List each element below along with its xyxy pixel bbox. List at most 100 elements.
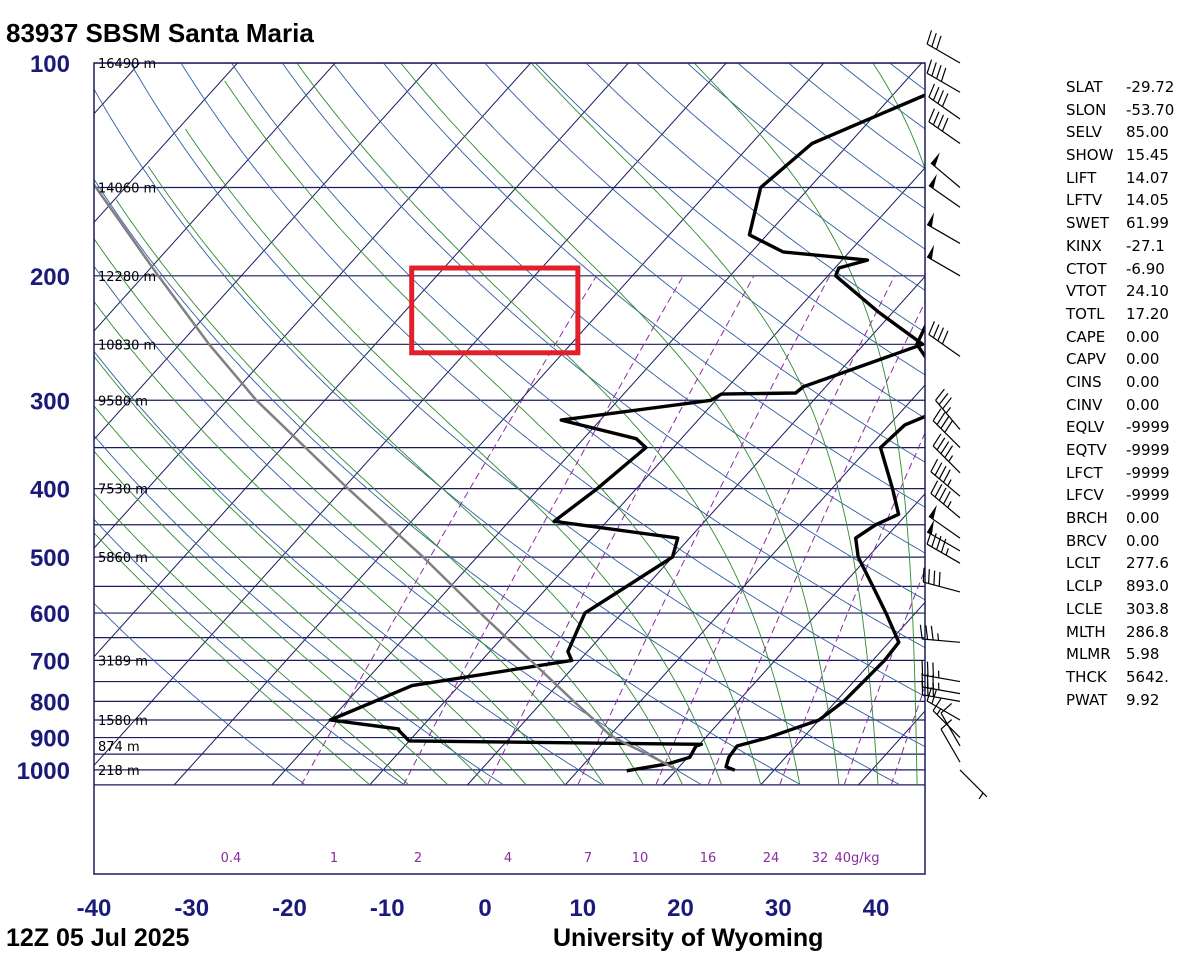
index-row-cins: CINS 0.00 (1066, 371, 1174, 394)
index-row-selv: SELV 85.00 (1066, 121, 1174, 144)
temperature-profile (724, 323, 925, 772)
index-name: BRCH (1066, 509, 1108, 528)
index-value: -6.90 (1126, 259, 1165, 278)
pressure-label-1000: 1000 (17, 758, 70, 785)
index-value: 0.00 (1126, 509, 1160, 528)
height-label: 9580 m (98, 394, 148, 409)
pressure-label-500: 500 (30, 545, 70, 572)
index-value: -27.1 (1126, 236, 1165, 255)
index-name: LIFT (1066, 168, 1097, 187)
mixing-ratio-label: 2 (414, 851, 422, 866)
index-name: MLTH (1066, 622, 1106, 641)
wind-barb (928, 174, 961, 208)
moist-adiabat (224, 80, 762, 786)
index-value: -9999 (1126, 486, 1170, 505)
index-row-eqtv: EQTV -9999 (1066, 439, 1174, 462)
index-value: 0.00 (1126, 327, 1160, 346)
index-row-lftv: LFTV 14.05 (1066, 189, 1174, 212)
isotherm--100 (94, 63, 238, 224)
station-title: 83937 SBSM Santa Maria (6, 18, 314, 48)
index-row-brch: BRCH 0.00 (1066, 507, 1174, 530)
index-name: SHOW (1066, 146, 1114, 165)
dry-adiabat (281, 63, 925, 601)
index-value: 277.6 (1126, 554, 1169, 573)
index-row-capv: CAPV 0.00 (1066, 348, 1174, 371)
index-name: LFCV (1066, 486, 1104, 505)
wind-barb (926, 212, 961, 244)
isotherm--40 (173, 63, 825, 786)
pressure-label-300: 300 (30, 388, 70, 415)
index-row-pwat: PWAT 9.92 (1066, 689, 1174, 712)
wind-barb (921, 660, 961, 683)
index-row-thck: THCK 5642. (1066, 666, 1174, 689)
dry-adiabat (94, 602, 306, 786)
pressure-label-800: 800 (30, 689, 70, 716)
height-label: 5860 m (98, 551, 148, 566)
isotherm--30 (271, 63, 923, 786)
dry-adiabat (94, 518, 405, 786)
moist-adiabat (94, 450, 449, 786)
dry-adiabat (231, 63, 925, 649)
index-value: 15.45 (1126, 146, 1169, 165)
index-row-lcle: LCLE 303.8 (1066, 598, 1174, 621)
wind-barb (926, 59, 961, 93)
mixing-ratio-line (779, 431, 925, 786)
dry-adiabat (180, 63, 925, 698)
index-value: 9.92 (1126, 690, 1160, 709)
index-name: CINV (1066, 395, 1103, 414)
parcel-profile (94, 182, 678, 771)
wind-barb (928, 504, 961, 539)
index-row-totl: TOTL 17.20 (1066, 303, 1174, 326)
index-name: SLAT (1066, 78, 1103, 96)
height-label: 874 m (98, 740, 140, 755)
index-value: 0.00 (1126, 531, 1160, 550)
index-value: 61.99 (1126, 214, 1169, 233)
index-name: THCK (1066, 667, 1107, 686)
dry-adiabat (94, 350, 603, 786)
moist-adiabat (400, 63, 840, 785)
wind-barb (926, 244, 961, 277)
dry-adiabat (433, 63, 925, 463)
mixing-ratio-line (300, 275, 597, 786)
wind-barb (932, 698, 961, 738)
moist-adiabat (94, 405, 488, 786)
wind-barb (959, 769, 988, 800)
index-row-vtot: VTOT 24.10 (1066, 280, 1174, 303)
moist-adiabat (147, 166, 683, 786)
index-name: LFCT (1066, 463, 1103, 482)
temperature-tick--40: -40 (77, 895, 112, 922)
temperature-tick-40: 40 (863, 895, 890, 922)
dry-adiabat (94, 178, 802, 786)
wind-barb (928, 108, 961, 145)
index-name: CINS (1066, 372, 1102, 391)
highlight-box (409, 265, 581, 356)
index-value: 5.98 (1126, 645, 1160, 664)
pressure-label-400: 400 (30, 477, 70, 504)
moist-adiabat (94, 532, 370, 786)
wind-barb (940, 703, 961, 747)
index-value: -53.70 (1126, 100, 1175, 119)
index-row-cape: CAPE 0.00 (1066, 326, 1174, 349)
moist-adiabat (872, 63, 925, 171)
index-value: 303.8 (1126, 599, 1169, 618)
index-row-ctot: CTOT -6.90 (1066, 258, 1174, 281)
wind-barb (932, 433, 961, 474)
wind-barb (928, 321, 961, 357)
mixing-ratio-line (890, 685, 925, 786)
isotherm--50 (94, 63, 727, 767)
height-label: 12280 m (98, 270, 156, 285)
moist-adiabat (94, 300, 566, 786)
dry-adiabat (94, 88, 901, 786)
height-label: 10830 m (98, 338, 156, 353)
wind-barb (930, 458, 961, 497)
height-label: 7530 m (98, 483, 148, 498)
pressure-label-700: 700 (30, 648, 70, 675)
index-value: -9999 (1126, 418, 1170, 437)
plot-frame (93, 62, 926, 875)
index-value: 286.8 (1126, 622, 1169, 641)
mixing-ratio-line (487, 275, 755, 786)
isotherm-0 (564, 384, 925, 786)
moist-adiabat (94, 492, 410, 786)
index-name: EQLV (1066, 418, 1105, 437)
index-row-mlmr: MLMR 5.98 (1066, 643, 1174, 666)
